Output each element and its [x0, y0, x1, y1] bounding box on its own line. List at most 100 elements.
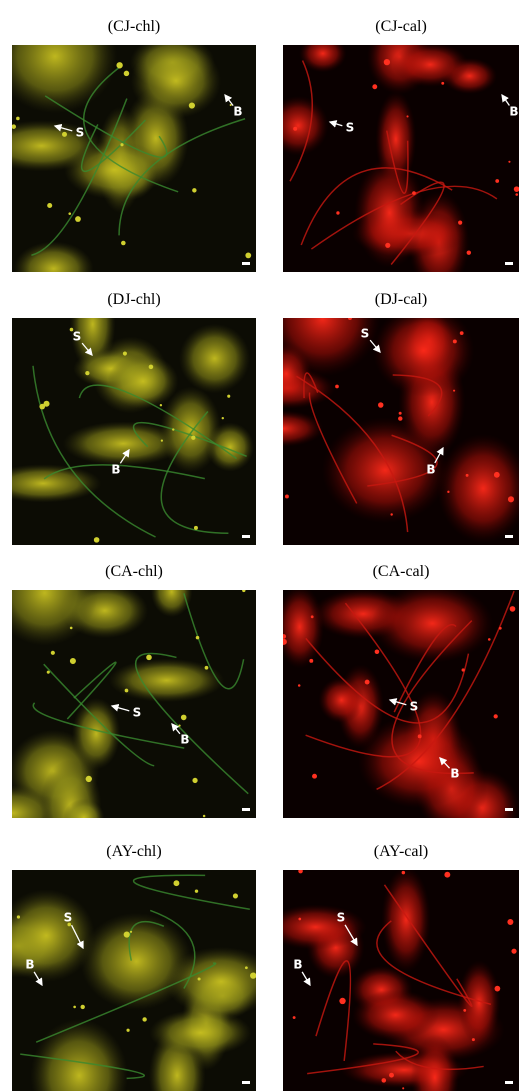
- speck: [335, 385, 339, 389]
- speck: [384, 59, 390, 65]
- speck: [339, 998, 345, 1004]
- speck: [499, 627, 502, 630]
- speck: [463, 1009, 466, 1012]
- fluorescent-blob: [165, 947, 277, 1016]
- fluorescent-blob: [0, 889, 95, 982]
- scale-bar: [242, 808, 250, 811]
- speck: [189, 102, 195, 108]
- speck: [494, 472, 500, 478]
- annotation-label: S: [410, 700, 419, 714]
- speck: [293, 1016, 296, 1019]
- fluorescent-blob: [352, 990, 439, 1041]
- annotation-label: B: [450, 767, 459, 781]
- speck: [382, 1078, 387, 1083]
- panel-label: (DJ-chl): [107, 291, 160, 308]
- micrograph: [0, 277, 256, 545]
- speck: [191, 436, 195, 440]
- speck: [311, 615, 314, 618]
- fluorescent-blob: [358, 715, 480, 809]
- scale-bar: [505, 262, 513, 265]
- annotation-label: S: [73, 330, 82, 344]
- speck: [70, 658, 76, 664]
- speck: [172, 428, 174, 430]
- annotation-label: B: [180, 733, 189, 747]
- speck: [402, 1087, 404, 1089]
- speck: [124, 71, 129, 76]
- image-content: [0, 277, 256, 545]
- speck: [390, 513, 392, 515]
- image-content: [275, 584, 519, 845]
- speck: [68, 212, 71, 215]
- micrograph: [268, 19, 519, 293]
- speck: [11, 124, 16, 129]
- speck: [222, 417, 224, 419]
- speck: [146, 655, 152, 661]
- speck: [227, 395, 230, 398]
- speck: [298, 918, 301, 921]
- speck: [365, 680, 370, 685]
- scale-bar: [242, 262, 250, 265]
- speck: [198, 977, 201, 980]
- speck: [466, 474, 469, 477]
- speck: [508, 161, 510, 163]
- image-content: [264, 866, 519, 1091]
- speck: [173, 880, 179, 886]
- annotation-label: S: [346, 121, 355, 135]
- micrograph: [0, 540, 256, 853]
- speck: [447, 491, 449, 493]
- speck: [73, 1006, 76, 1009]
- speck: [453, 390, 455, 392]
- speck: [120, 143, 123, 146]
- speck: [196, 636, 200, 640]
- speck: [192, 778, 197, 783]
- panel-label: (DJ-cal): [375, 291, 427, 308]
- speck: [398, 416, 402, 420]
- speck: [205, 666, 209, 670]
- fluorescent-blob: [179, 324, 250, 393]
- image-content: [0, 870, 277, 1091]
- speck: [385, 243, 390, 248]
- fluorescent-blob: [382, 866, 431, 972]
- micrograph: [0, 870, 277, 1091]
- speck: [85, 371, 89, 375]
- scale-bar: [505, 535, 513, 538]
- micrograph: [264, 866, 519, 1091]
- speck: [412, 191, 416, 195]
- speck: [389, 1073, 394, 1078]
- speck: [285, 495, 289, 499]
- image-content: [0, 540, 256, 853]
- speck: [348, 316, 352, 320]
- speck: [125, 689, 129, 693]
- panel-label: (AY-cal): [374, 843, 429, 860]
- annotation-label: B: [233, 105, 242, 119]
- panel-label: (CA-chl): [105, 563, 163, 580]
- fluorescent-blob: [299, 35, 346, 73]
- speck: [116, 62, 122, 68]
- speck: [375, 649, 380, 654]
- scale-bar: [505, 808, 513, 811]
- speck: [195, 889, 198, 892]
- micrograph: [275, 584, 519, 845]
- fluorescent-blob: [131, 43, 221, 118]
- fluorescent-blob: [371, 584, 493, 662]
- scale-bar: [242, 535, 250, 538]
- fluorescent-blob: [373, 304, 474, 397]
- speck: [245, 966, 248, 969]
- scale-bar: [242, 1081, 250, 1084]
- speck: [467, 250, 471, 254]
- fluorescent-blob: [275, 585, 324, 668]
- speck: [406, 115, 408, 117]
- fluorescent-blob: [319, 677, 365, 723]
- speck: [336, 211, 339, 214]
- speck: [178, 725, 180, 727]
- speck: [472, 1038, 475, 1041]
- speck: [194, 526, 198, 530]
- speck: [281, 634, 286, 639]
- annotation-label: S: [337, 911, 346, 925]
- speck: [245, 253, 251, 259]
- fluorescent-blob: [109, 659, 225, 703]
- speck: [161, 440, 163, 442]
- speck: [399, 412, 402, 415]
- speck: [81, 1005, 85, 1009]
- speck: [250, 972, 256, 978]
